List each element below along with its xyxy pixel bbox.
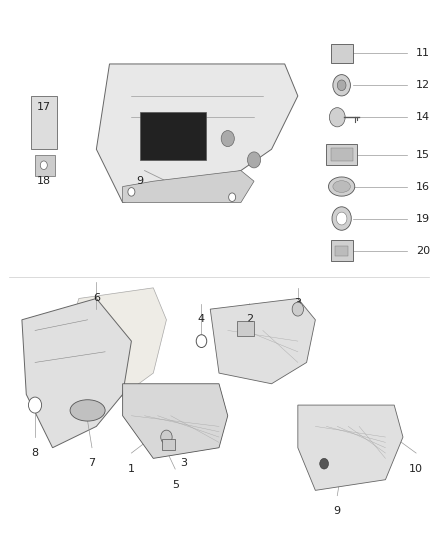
Circle shape [229, 193, 236, 201]
Bar [162, 439, 175, 450]
Circle shape [196, 335, 207, 348]
Text: 8: 8 [32, 448, 39, 458]
Bar [35, 155, 55, 176]
Polygon shape [22, 298, 131, 448]
Circle shape [337, 80, 346, 91]
Circle shape [128, 188, 135, 196]
Bar [31, 96, 57, 149]
Text: 19: 19 [416, 214, 430, 223]
Bar [331, 240, 353, 261]
Circle shape [221, 131, 234, 147]
Polygon shape [123, 384, 228, 458]
Text: 9: 9 [137, 176, 144, 186]
Bar [335, 246, 348, 256]
Circle shape [332, 207, 351, 230]
Text: 3: 3 [180, 458, 187, 469]
Text: 5: 5 [172, 480, 179, 490]
Text: 14: 14 [416, 112, 430, 122]
Circle shape [320, 458, 328, 469]
Bar [331, 44, 353, 63]
Text: 15: 15 [416, 150, 430, 159]
Text: 20: 20 [416, 246, 430, 255]
Text: 10: 10 [409, 464, 423, 474]
Polygon shape [96, 64, 298, 203]
Bar [237, 321, 254, 336]
Text: 4: 4 [198, 314, 205, 325]
Text: 12: 12 [416, 80, 430, 90]
Polygon shape [210, 298, 315, 384]
Text: 16: 16 [416, 182, 430, 191]
Text: 2: 2 [246, 314, 253, 325]
Circle shape [292, 302, 304, 316]
Text: 9: 9 [334, 506, 341, 516]
Ellipse shape [70, 400, 105, 421]
Text: 1: 1 [128, 464, 135, 474]
Text: 7: 7 [88, 458, 95, 469]
Bar [331, 148, 353, 161]
Ellipse shape [328, 177, 355, 196]
Text: 17: 17 [37, 102, 51, 111]
Text: 11: 11 [416, 49, 430, 58]
Circle shape [40, 161, 47, 169]
Circle shape [336, 212, 347, 225]
Bar [140, 112, 206, 160]
Polygon shape [123, 171, 254, 203]
Text: 3: 3 [294, 298, 301, 309]
Circle shape [247, 152, 261, 168]
Circle shape [329, 108, 345, 127]
Ellipse shape [333, 181, 350, 192]
Circle shape [161, 430, 172, 444]
Polygon shape [298, 405, 403, 490]
Polygon shape [66, 288, 166, 405]
Circle shape [28, 397, 42, 413]
Bar [326, 144, 357, 165]
Text: 18: 18 [37, 176, 51, 186]
Circle shape [333, 75, 350, 96]
Text: 6: 6 [93, 293, 100, 303]
